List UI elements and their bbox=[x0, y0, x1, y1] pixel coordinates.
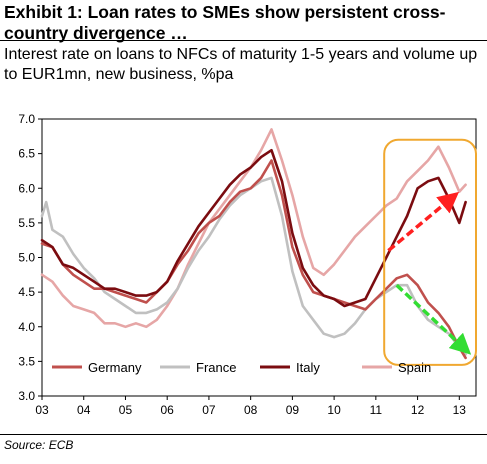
x-tick-label: 06 bbox=[161, 403, 175, 417]
x-tick-label: 04 bbox=[77, 403, 91, 417]
x-tick-label: 07 bbox=[202, 403, 216, 417]
x-tick-label: 13 bbox=[453, 403, 467, 417]
highlight-box bbox=[383, 138, 478, 366]
red-trend-arrow bbox=[387, 191, 460, 252]
y-tick-label: 7.0 bbox=[18, 112, 35, 126]
x-tick-label: 08 bbox=[244, 403, 258, 417]
y-tick-label: 3.5 bbox=[18, 354, 35, 368]
y-tick-label: 6.0 bbox=[18, 181, 35, 195]
legend-label-spain: Spain bbox=[398, 360, 431, 375]
x-tick-label: 11 bbox=[370, 403, 383, 417]
legend-label-france: France bbox=[196, 360, 236, 375]
x-tick-label: 10 bbox=[327, 403, 341, 417]
source-rule bbox=[0, 434, 487, 435]
series-line-germany bbox=[40, 159, 467, 360]
series-line-france bbox=[40, 176, 467, 356]
y-tick-label: 4.0 bbox=[18, 320, 35, 334]
legend-label-italy: Italy bbox=[296, 360, 320, 375]
x-tick-label: 03 bbox=[35, 403, 49, 417]
exhibit-title: Exhibit 1: Loan rates to SMEs show persi… bbox=[4, 2, 446, 43]
green-trend-arrow bbox=[395, 283, 472, 355]
y-tick-label: 5.0 bbox=[18, 251, 35, 265]
exhibit-subtitle: Interest rate on loans to NFCs of maturi… bbox=[4, 46, 478, 83]
y-tick-label: 3.0 bbox=[18, 389, 35, 403]
x-tick-label: 12 bbox=[411, 403, 425, 417]
y-tick-label: 4.5 bbox=[18, 285, 35, 299]
series-line-italy bbox=[40, 148, 467, 308]
x-tick-label: 05 bbox=[119, 403, 133, 417]
x-tick-label: 09 bbox=[286, 403, 300, 417]
y-tick-label: 5.5 bbox=[18, 216, 35, 230]
source-note: Source: ECB bbox=[4, 438, 74, 452]
title-rule bbox=[0, 40, 487, 41]
legend-label-germany: Germany bbox=[88, 360, 142, 375]
series-line-spain bbox=[40, 128, 467, 329]
y-tick-label: 6.5 bbox=[18, 147, 35, 161]
